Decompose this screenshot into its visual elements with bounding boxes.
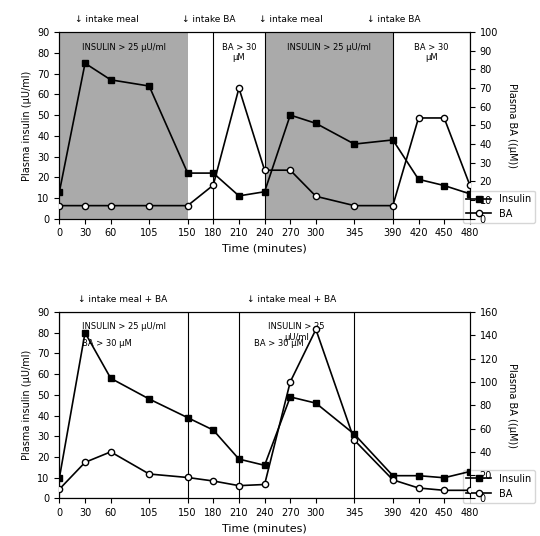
Y-axis label: Plasma BA ((μM)): Plasma BA ((μM)) (508, 363, 517, 448)
Text: ↓ intake meal + BA: ↓ intake meal + BA (78, 295, 167, 304)
Y-axis label: Plasma insulin (μU/ml): Plasma insulin (μU/ml) (22, 350, 32, 460)
Bar (59, 32, 188, 219)
Text: INSULIN > 25 μU/ml: INSULIN > 25 μU/ml (82, 322, 166, 331)
Text: BA > 30
μM: BA > 30 μM (222, 42, 256, 62)
Text: INSULIN > 25 μU/ml: INSULIN > 25 μU/ml (82, 42, 166, 51)
Text: ↓ intake BA: ↓ intake BA (367, 16, 421, 24)
Text: ↓ intake BA: ↓ intake BA (183, 16, 236, 24)
Text: ↓ intake meal: ↓ intake meal (75, 16, 138, 24)
Bar (239, 312, 354, 498)
Y-axis label: Plasma BA ((μM)): Plasma BA ((μM)) (508, 83, 517, 168)
Text: BA > 30 μM: BA > 30 μM (82, 339, 131, 348)
Bar (239, 312, 354, 498)
Bar (393, 32, 470, 219)
Y-axis label: Plasma insulin (μU/ml): Plasma insulin (μU/ml) (22, 70, 32, 181)
Text: ↓ intake meal: ↓ intake meal (259, 16, 323, 24)
Text: BA > 30
μM: BA > 30 μM (414, 42, 449, 62)
Text: INSULIN > 25
μU/ml: INSULIN > 25 μU/ml (268, 322, 325, 342)
X-axis label: Time (minutes): Time (minutes) (222, 244, 307, 254)
Text: INSULIN > 25 μU/ml: INSULIN > 25 μU/ml (287, 42, 371, 51)
X-axis label: Time (minutes): Time (minutes) (222, 524, 307, 534)
Legend: Insulin, BA: Insulin, BA (463, 190, 535, 223)
Bar (59, 312, 188, 498)
Text: BA > 30 μM: BA > 30 μM (254, 339, 304, 348)
Text: ↓ intake meal + BA: ↓ intake meal + BA (247, 295, 336, 304)
Bar (213, 32, 265, 219)
Bar (59, 312, 188, 498)
Bar (265, 32, 393, 219)
Legend: Insulin, BA: Insulin, BA (463, 470, 535, 503)
